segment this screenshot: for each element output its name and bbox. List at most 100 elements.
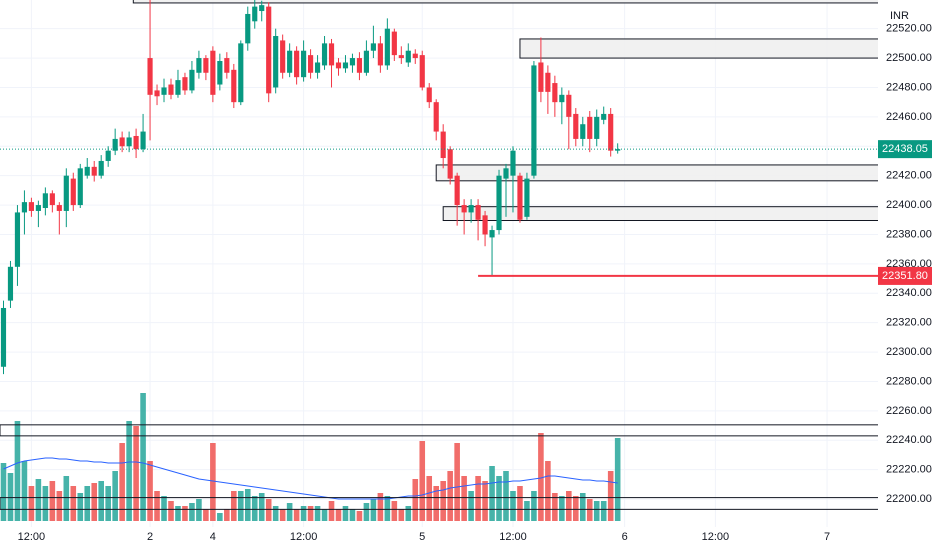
candle-body: [433, 102, 439, 132]
x-tick-label: 2: [147, 531, 153, 543]
candle-body: [294, 50, 300, 78]
volume-bar: [217, 513, 223, 521]
volume-bar: [161, 496, 167, 521]
candle-body: [587, 116, 593, 139]
volume-bar: [579, 493, 586, 521]
candle-body: [21, 202, 28, 213]
candle-body: [245, 13, 251, 44]
volume-bar: [552, 493, 558, 521]
candle-body: [196, 58, 202, 73]
candle-body: [7, 266, 14, 301]
candle-body: [349, 58, 356, 66]
y-tick-label: 22380.00: [886, 228, 932, 240]
zone: [435, 164, 878, 182]
volume-bar: [175, 506, 181, 521]
candle-body: [42, 193, 48, 209]
volume-bar: [196, 499, 202, 521]
candle-body: [377, 43, 383, 66]
candle-body: [84, 166, 90, 176]
volume-bar: [328, 501, 335, 521]
candle-body: [35, 205, 41, 211]
candle-body: [105, 150, 111, 161]
volume-bar: [391, 501, 398, 521]
candle-body: [552, 83, 558, 103]
price-label: 22351.80: [882, 270, 928, 282]
candle-body: [168, 84, 174, 95]
volume-bar: [7, 473, 14, 521]
candle-body: [252, 6, 258, 22]
volume-bar: [600, 501, 607, 521]
candle-body: [447, 149, 453, 179]
candle-body: [133, 135, 139, 150]
volume-bar: [258, 493, 265, 521]
candle-body: [363, 50, 369, 73]
volume-bar: [272, 506, 279, 521]
y-tick-label: 22260.00: [886, 405, 932, 417]
volume-bar: [349, 509, 356, 521]
x-tick-label: 6: [622, 531, 628, 543]
volume-bar: [559, 496, 565, 521]
candle-body: [91, 166, 97, 176]
volume-bar: [412, 479, 419, 521]
volume-bar: [566, 491, 572, 521]
volume-bar: [545, 461, 551, 521]
candle-body: [356, 58, 363, 73]
volume-bar: [154, 491, 160, 521]
volume-bar: [168, 501, 174, 521]
volume-bar: [363, 503, 370, 521]
candle-body: [314, 62, 321, 73]
candle-body: [328, 43, 335, 66]
candle-body: [370, 43, 376, 51]
volume-bar: [182, 506, 188, 521]
volume-bar: [279, 509, 286, 521]
candle-body: [98, 160, 104, 176]
price-label: 22438.05: [882, 143, 928, 155]
candle-body: [517, 175, 523, 220]
zone: [0, 424, 878, 437]
volume-bar: [286, 503, 293, 521]
volume-bar: [384, 496, 391, 521]
price-label-box: [878, 140, 932, 159]
candle-body: [273, 36, 279, 88]
candle-body: [175, 80, 181, 95]
x-tick-label: 12:00: [702, 531, 730, 543]
candle-body: [524, 178, 530, 217]
candle-body: [559, 94, 565, 103]
candle-body: [384, 28, 390, 66]
candle-body: [70, 178, 76, 206]
volume-bar: [531, 491, 537, 521]
candle-body: [238, 43, 244, 103]
volume-bar: [377, 493, 384, 521]
candle-body: [496, 175, 502, 231]
volume-bar: [300, 506, 307, 521]
volume-bar: [573, 496, 579, 521]
candle-body: [217, 61, 223, 85]
volume-bar: [91, 483, 98, 521]
volume-bar: [126, 421, 132, 521]
volume-bar: [49, 481, 56, 521]
candle-body: [566, 94, 572, 117]
y-tick-label: 22400.00: [886, 199, 932, 211]
y-tick-label: 22340.00: [886, 287, 932, 299]
volume-bar: [489, 466, 495, 521]
zone: [0, 497, 878, 510]
zone: [519, 38, 878, 59]
y-tick-label: 22320.00: [886, 317, 932, 329]
volume-bar: [112, 471, 118, 521]
volume-bar: [461, 476, 467, 521]
volume-bar: [237, 491, 244, 521]
candle-body: [601, 113, 607, 120]
volume-bar: [342, 506, 349, 521]
candle-body: [538, 62, 544, 92]
x-tick-label: 12:00: [18, 531, 46, 543]
volume-bar: [105, 486, 111, 521]
x-tick-label: 5: [419, 531, 425, 543]
volume-bar: [454, 443, 460, 521]
candle-body: [321, 43, 328, 66]
candle-body: [182, 77, 188, 91]
candle-body: [608, 113, 614, 151]
volume-bar: [21, 461, 28, 521]
volume-bar: [433, 486, 439, 521]
volume-bar: [35, 479, 42, 521]
candle-body: [154, 90, 160, 97]
